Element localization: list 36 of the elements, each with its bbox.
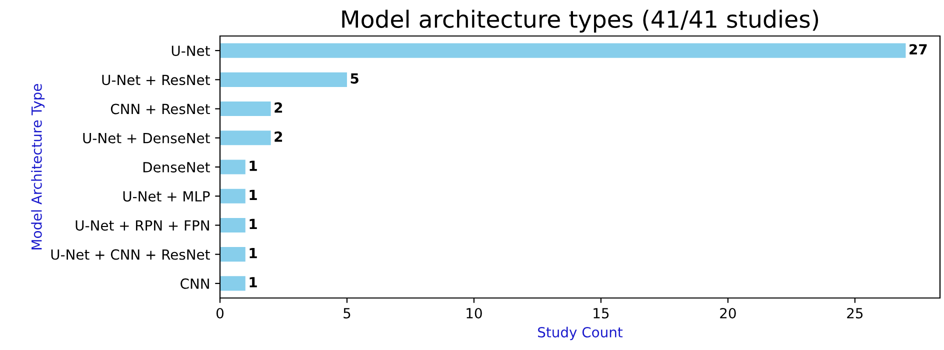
bar: [220, 43, 906, 58]
chart-title: Model architecture types (41/41 studies): [342, 10, 818, 33]
data-label: 1: [250, 248, 257, 258]
y-tick-label: U-Net: [172, 46, 210, 56]
bar: [220, 102, 271, 116]
bar: [220, 160, 246, 174]
data-label: 1: [250, 277, 257, 288]
data-label: 2: [274, 102, 282, 113]
y-tick-label: U-Net + CNN + ResNet: [51, 249, 210, 260]
data-label: 1: [250, 160, 257, 171]
y-tick-label: U-Net + DenseNet: [83, 133, 210, 144]
y-tick-label: DenseNet: [143, 162, 210, 172]
x-tick-label: 15: [594, 308, 609, 318]
x-tick-label: 10: [466, 308, 482, 318]
x-tick-label: 5: [344, 308, 350, 318]
data-label: 5: [350, 73, 358, 84]
y-tick-label: U-Net + MLP: [123, 191, 210, 202]
bar: [220, 276, 246, 291]
x-axis-title: Study Count: [538, 326, 623, 340]
y-tick-label: U-Net + ResNet: [102, 74, 210, 86]
y-tick-label: CNN: [180, 278, 209, 289]
x-tick-label: 0: [216, 308, 224, 318]
x-tick-label: 25: [847, 308, 863, 318]
data-label: 1: [250, 190, 257, 200]
y-axis-title: Model Architecture Type: [31, 84, 45, 250]
data-label: 1: [250, 218, 257, 230]
bar: [220, 247, 246, 262]
x-tick-label: 20: [720, 308, 736, 318]
data-label: 2: [274, 131, 282, 142]
bar: [220, 218, 246, 232]
bar: [220, 130, 271, 146]
data-label: 27: [910, 44, 927, 54]
y-tick-label: U-Net + RPN + FPN: [76, 220, 209, 231]
bar: [220, 72, 347, 87]
bar: [220, 188, 246, 204]
y-tick-label: CNN + ResNet: [110, 104, 210, 114]
